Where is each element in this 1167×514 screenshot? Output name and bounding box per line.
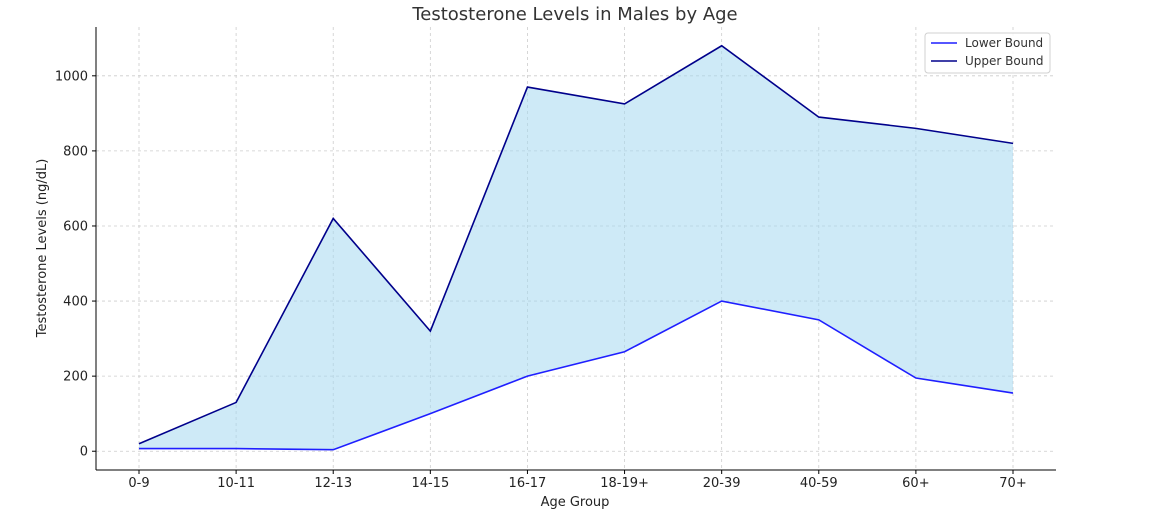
y-tick-label: 200: [63, 370, 88, 385]
y-axis-ticks: 0 200 400 600 800 1000: [55, 69, 96, 460]
legend-label: Lower Bound: [965, 36, 1043, 50]
range-band: [139, 45, 1013, 450]
y-tick-label: 0: [80, 445, 88, 460]
series-lines: [138, 44, 1014, 451]
y-tick-label: 400: [63, 295, 88, 310]
series-line-upper-bound: [138, 44, 1014, 445]
x-tick-label: 10-11: [217, 476, 255, 491]
y-axis-label: Testosterone Levels (ng/dL): [35, 159, 50, 339]
x-tick-label: 14-15: [411, 476, 449, 491]
x-axis-ticks: 0-9 10-11 12-13 14-15 16-17 18-19+ 20-39 40-59 6…: [128, 470, 1027, 491]
x-tick-label: 16-17: [509, 476, 547, 491]
x-tick-label: 60+: [902, 476, 929, 491]
x-axis-label: Age Group: [541, 495, 610, 510]
x-tick-label: 18-19+: [600, 476, 649, 491]
chart-title: Testosterone Levels in Males by Age: [411, 4, 737, 25]
series-line-lower-bound: [139, 300, 1014, 451]
x-tick-label: 12-13: [314, 476, 352, 491]
axes: [95, 27, 1056, 471]
x-tick-label: 20-39: [703, 476, 741, 491]
x-tick-label: 40-59: [800, 476, 838, 491]
legend-label: Upper Bound: [965, 54, 1044, 68]
y-tick-label: 600: [63, 219, 88, 234]
x-tick-label: 0-9: [128, 476, 149, 491]
y-tick-label: 1000: [55, 69, 88, 84]
legend: Lower Bound Upper Bound: [924, 32, 1051, 74]
x-tick-label: 70+: [999, 476, 1026, 491]
y-tick-label: 800: [63, 144, 88, 159]
